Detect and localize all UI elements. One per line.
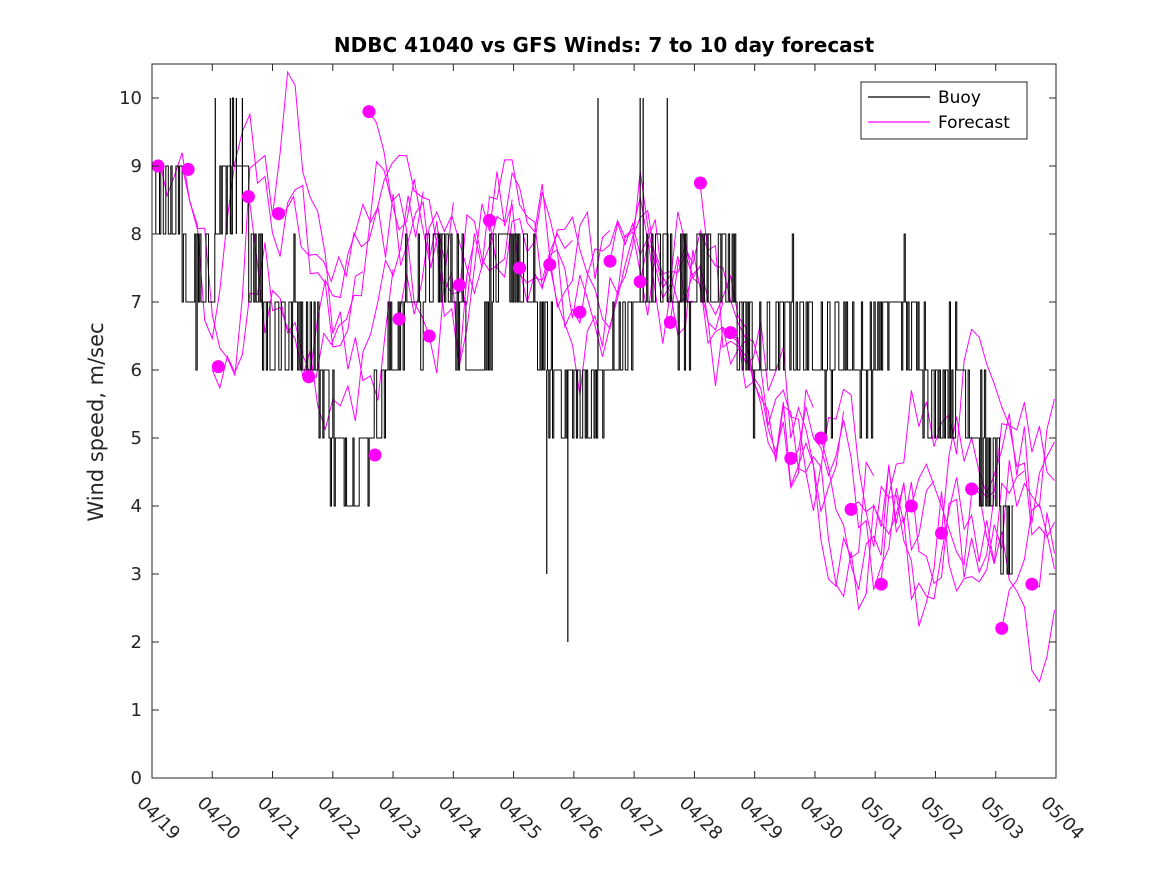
forecast-marker [603,254,617,268]
forecast-marker [693,176,707,190]
chart-title: NDBC 41040 vs GFS Winds: 7 to 10 day for… [334,33,875,57]
forecast-marker [904,499,918,513]
y-tick-label: 10 [119,88,142,109]
forecast-marker [965,482,979,496]
forecast-marker [513,261,527,275]
forecast-marker [241,190,255,204]
buoy-line [152,97,1014,575]
forecast-marker [368,448,382,462]
forecast-line [368,111,573,366]
forecast-marker [392,312,406,326]
forecast-marker [543,258,557,272]
forecast-marker [362,105,376,119]
forecast-line [850,398,1055,627]
legend: Buoy Forecast [860,81,1028,140]
forecast-marker [302,370,316,384]
forecast-marker [724,326,738,340]
forecast-marker [844,502,858,516]
y-tick-label: 9 [131,156,142,177]
forecast-line [880,328,1055,581]
y-tick-label: 4 [131,496,142,517]
forecast-line [941,413,1055,534]
y-tick-label: 5 [131,428,142,449]
forecast-marker [995,621,1009,635]
forecast-line [211,191,424,432]
forecast-marker [814,431,828,445]
forecast-marker [482,213,496,227]
forecast-marker [272,207,286,221]
forecast-line [790,406,995,590]
forecast-marker [633,275,647,289]
legend-buoy-label: Buoy [938,88,981,108]
y-tick-label: 1 [131,700,142,721]
y-axis-label: Wind speed, m/sec [84,322,108,521]
y-tick-label: 8 [131,224,142,245]
forecast-marker [784,451,798,465]
forecast-line [730,335,935,611]
plot-frame [151,63,1057,779]
y-tick-label: 0 [131,768,142,789]
forecast-marker [181,162,195,176]
forecast-marker [874,577,888,591]
y-tick-label: 3 [131,564,142,585]
forecast-marker [452,278,466,292]
forecast-line [242,193,454,376]
forecast-marker [573,305,587,319]
y-tick-label: 2 [131,632,142,653]
forecast-marker [663,315,677,329]
forecast-line [308,160,513,378]
forecast-marker [934,526,948,540]
forecast-line [458,159,664,395]
y-tick-label: 6 [131,360,142,381]
forecast-marker [1025,577,1039,591]
forecast-line [699,186,905,535]
y-tick-label: 7 [131,292,142,313]
legend-forecast-label: Forecast [938,113,1010,133]
forecast-line [398,171,611,316]
plot-area [151,70,1055,683]
legend-box [860,81,1028,140]
forecast-marker [422,329,436,343]
forecast-marker [211,360,225,374]
forecast-line [151,112,364,348]
forecast-line [181,70,394,401]
forecast-line [820,437,1025,601]
